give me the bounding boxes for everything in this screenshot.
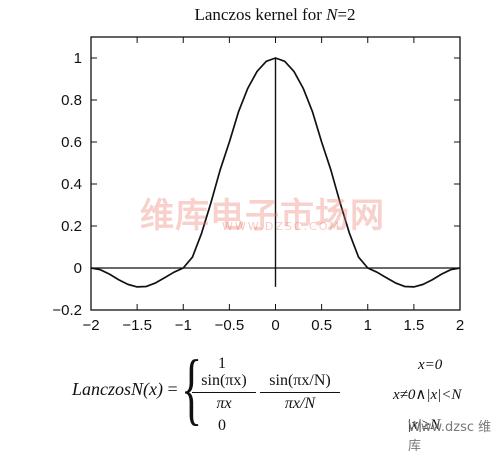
x-tick-label: −1.5 xyxy=(122,317,152,334)
y-tick-label: −0.2 xyxy=(52,302,82,319)
case-zero: 0 xyxy=(218,417,226,434)
x-tick-label: 0.5 xyxy=(311,317,332,334)
case-one: 1 xyxy=(218,355,226,372)
y-tick-label: 0.8 xyxy=(61,92,82,109)
fraction-window-numerator: sin(πx/N) xyxy=(269,372,331,389)
kernel-curve xyxy=(90,57,461,288)
formula-lhs: LanczosN(x) = xyxy=(72,379,178,400)
x-tick-label: −1 xyxy=(175,317,192,334)
fraction-sinc: sin(πx) πx xyxy=(192,372,256,413)
lanczos-formula: LanczosN(x) = { 1 0 sin(πx) πx sin(πx/N)… xyxy=(0,345,500,440)
x-tick-label: 1.5 xyxy=(403,317,424,334)
condition-zero: x=0 xyxy=(418,357,443,373)
watermark-url: WWW.DZSC.COM xyxy=(222,220,341,233)
x-tick-label: −0.5 xyxy=(215,317,245,334)
condition-inside: x≠0∧|x|<N xyxy=(393,387,462,403)
brace-glyph: { xyxy=(181,345,203,433)
site-badge: Www.dzsc 维库 xyxy=(408,420,492,454)
formula-lhs-text: LanczosN(x) xyxy=(72,379,163,399)
lanczos-chart: Lanczos kernel for N=2 −2 −1.5 −1 −0.5 0 0.5 1… xyxy=(52,5,464,334)
chart-title: Lanczos kernel for N=2 xyxy=(194,5,355,24)
watermark-text: 维库电子市场网 xyxy=(140,196,385,236)
chart-title-prefix: Lanczos kernel for xyxy=(194,5,326,24)
fraction-bar xyxy=(192,392,256,393)
y-tick-label: 0.2 xyxy=(61,218,82,235)
y-tick-label: 0 xyxy=(74,260,82,277)
fraction-window: sin(πx/N) πx/N xyxy=(260,372,340,413)
fraction-sinc-denominator: πx xyxy=(216,395,232,412)
page: Lanczos kernel for N=2 −2 −1.5 −1 −0.5 0 0.5 1… xyxy=(0,5,500,454)
fraction-sinc-numerator: sin(πx) xyxy=(201,372,247,389)
y-tick-label: 0.4 xyxy=(61,176,82,193)
fraction-bar xyxy=(260,392,340,393)
y-tick-label: 0.6 xyxy=(61,134,82,151)
y-tick-label: 1 xyxy=(74,50,82,67)
chart-title-suffix: =2 xyxy=(337,5,355,24)
x-tick-label: −2 xyxy=(82,317,99,334)
x-tick-label: 0 xyxy=(271,317,279,334)
fraction-window-denominator: πx/N xyxy=(284,395,316,412)
condition-outside: |x|≥N xyxy=(407,417,441,433)
x-tick-label: 1 xyxy=(364,317,372,334)
chart-title-var: N xyxy=(325,5,339,24)
formula-equals: = xyxy=(167,379,178,399)
plot-area: −2 −1.5 −1 −0.5 0 0.5 1 1.5 2 −0.2 0 0.2 0.4 0.6 0.8 1 xyxy=(52,36,464,334)
x-tick-label: 2 xyxy=(456,317,464,334)
